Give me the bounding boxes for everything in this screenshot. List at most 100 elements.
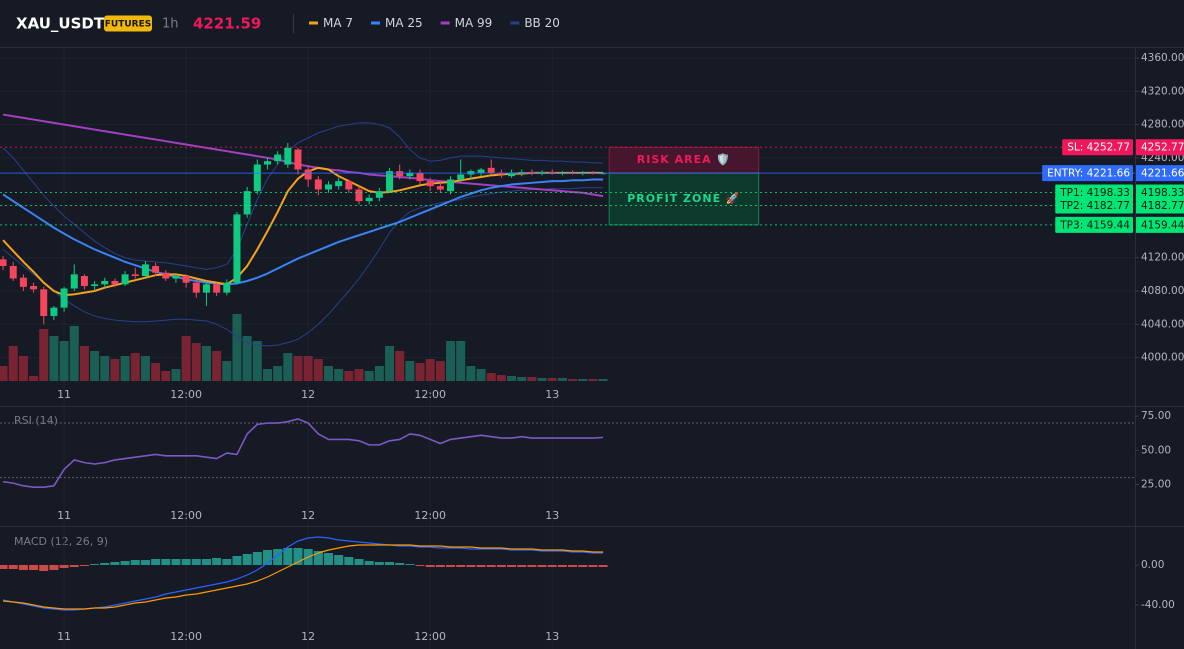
volume-bar <box>517 377 527 381</box>
y-tick-label: 50.00 <box>1141 444 1171 456</box>
y-tick-label: 4000.00 <box>1141 352 1184 364</box>
volume-bar <box>18 356 28 381</box>
macd-histogram-bar <box>405 564 415 565</box>
macd-histogram-bar <box>242 554 252 565</box>
candle-body <box>284 147 292 165</box>
volume-bar <box>0 366 8 381</box>
y-tick-label: -40.00 <box>1141 599 1175 611</box>
macd-histogram-bar <box>90 564 100 565</box>
volume-bar <box>120 356 130 381</box>
level-tag: TP3: 4159.44 <box>1059 219 1130 231</box>
macd-histogram-bar <box>425 565 435 567</box>
x-tick-label: 12:00 <box>170 630 202 643</box>
macd-histogram-bar <box>344 557 354 565</box>
macd-histogram-bar <box>456 565 466 567</box>
macd-histogram-bar <box>537 565 547 567</box>
candle-body <box>182 276 190 283</box>
volume-bar <box>537 378 547 381</box>
badge-bg <box>104 15 152 32</box>
volume-bar <box>262 369 272 381</box>
volume-bar <box>364 371 374 381</box>
candle-body <box>314 179 322 190</box>
macd-histogram-bar <box>466 565 476 567</box>
level-tag-bg <box>1055 184 1133 201</box>
macd-histogram-bar <box>171 559 181 565</box>
price-tag-bg <box>1136 139 1184 156</box>
x-tick-label: 11 <box>57 509 71 522</box>
macd-histogram-bar <box>486 565 496 567</box>
x-tick-label: 12:00 <box>170 388 202 401</box>
candle-body <box>386 171 394 192</box>
macd-histogram-bar <box>222 559 232 565</box>
macd-histogram-bar <box>496 565 506 567</box>
price-tag-bg <box>1136 165 1184 182</box>
volume-bar <box>90 351 100 381</box>
macd-histogram-bar <box>395 563 405 565</box>
macd-histogram-bar <box>598 565 608 567</box>
volume-bar <box>303 356 313 381</box>
volume-bar <box>110 359 120 381</box>
volume-bar <box>598 379 608 381</box>
candle-body <box>447 179 455 192</box>
macd-line <box>2 544 604 610</box>
macd-histogram-bar <box>151 559 161 565</box>
price-tag: 4182.77 <box>1141 200 1184 212</box>
candle-body <box>508 172 516 177</box>
level-tag: TP1: 4198.33 <box>1059 187 1130 199</box>
candle-body <box>101 281 109 285</box>
macd-histogram-bar <box>8 565 18 569</box>
candle-body <box>9 266 17 279</box>
macd-histogram-bar <box>110 562 120 565</box>
volume-bar <box>100 356 110 381</box>
volume-bar <box>568 379 578 381</box>
macd-histogram-bar <box>323 553 333 565</box>
volume-bar <box>283 353 293 381</box>
level-tag: ENTRY: 4221.66 <box>1047 168 1130 180</box>
macd-histogram-bar <box>79 565 89 566</box>
volume-bar <box>486 373 496 381</box>
volume-bar <box>191 343 201 381</box>
volume-bar <box>161 371 171 381</box>
macd-histogram-bar <box>212 558 222 565</box>
candle-body <box>40 289 48 316</box>
macd-histogram-bar <box>435 565 445 567</box>
level-tag-bg <box>1055 216 1133 233</box>
x-tick-label: 12:00 <box>414 388 446 401</box>
candle-body <box>111 281 119 285</box>
volume-bar <box>588 379 598 381</box>
candle-body <box>213 284 221 293</box>
bollinger-lower <box>2 187 604 347</box>
price-tag: 4221.66 <box>1141 168 1184 180</box>
candle-body <box>50 307 58 316</box>
candle-body <box>487 167 495 173</box>
volume-bar <box>39 329 49 381</box>
volume-bar <box>69 326 79 381</box>
macd-histogram-bar <box>273 549 283 565</box>
macd-histogram-bar <box>557 565 567 567</box>
macd-histogram-bar <box>547 565 557 567</box>
candle-body <box>426 181 434 187</box>
y-tick-label: 4360.00 <box>1141 52 1184 64</box>
candle-body <box>518 171 526 173</box>
volume-bar <box>293 356 303 381</box>
candle-body <box>406 172 414 177</box>
macd-histogram-bar <box>49 565 59 570</box>
candle-body <box>263 161 271 165</box>
candle-body <box>416 172 424 182</box>
macd-line <box>2 536 604 611</box>
candle-body <box>304 169 312 180</box>
last-price: 4221.59 <box>193 15 261 33</box>
level-tag-bg <box>1055 197 1133 214</box>
macd-histogram-bar <box>39 565 49 571</box>
volume-bar <box>446 341 456 381</box>
zone-label: RISK AREA 🛡️ <box>637 153 731 166</box>
price-tag-bg <box>1136 184 1184 201</box>
volume-bar <box>385 346 395 381</box>
volume-bar <box>181 336 191 381</box>
macd-histogram-bar <box>527 565 537 567</box>
volume-bar <box>130 353 140 381</box>
candle-body <box>152 266 160 273</box>
level-tag: SL: 4252.77 <box>1067 142 1130 154</box>
candle-body <box>121 274 129 285</box>
